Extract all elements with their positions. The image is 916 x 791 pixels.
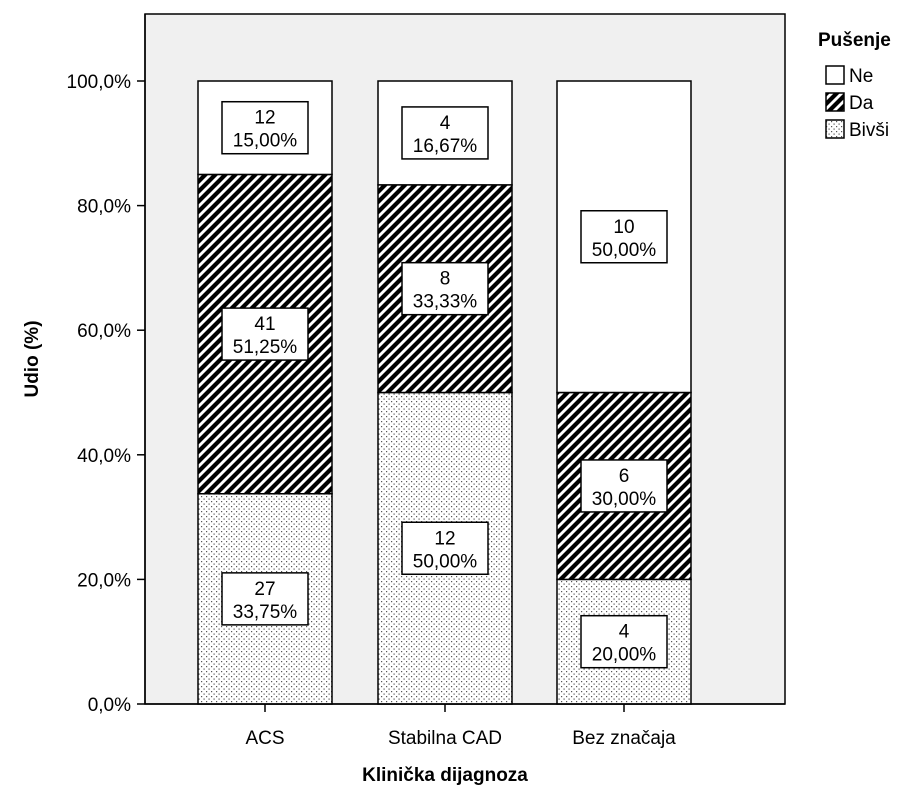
x-tick-label: Stabilna CAD: [388, 728, 502, 749]
data-label-frame: [401, 106, 489, 160]
legend-swatch: [825, 92, 845, 112]
data-label-count: 6: [619, 466, 630, 487]
data-label-frame: [580, 210, 668, 264]
legend-item: Bivši: [825, 119, 889, 141]
data-label-percent: 50,00%: [413, 551, 478, 572]
legend-item: Ne: [825, 65, 873, 87]
data-label-box: 630,00%: [580, 459, 668, 513]
data-label-percent: 33,33%: [413, 292, 478, 313]
y-tick-label: 40,0%: [77, 446, 131, 467]
data-label-percent: 51,25%: [233, 337, 298, 358]
y-tick-label: 80,0%: [77, 197, 131, 218]
data-label-count: 4: [440, 113, 451, 134]
x-tick-label: Bez značaja: [572, 728, 676, 749]
data-label-count: 8: [440, 269, 451, 290]
data-label-percent: 20,00%: [592, 645, 657, 666]
data-label-percent: 16,67%: [413, 136, 478, 157]
data-label-frame: [580, 614, 668, 669]
data-label-percent: 50,00%: [592, 240, 657, 261]
data-labels: 2733,75%4151,25%1215,00%1250,00%833,33%4…: [221, 100, 668, 669]
legend-swatch: [825, 65, 845, 85]
legend: Pušenje Ne Da Bivši: [818, 30, 891, 141]
data-label-count: 27: [254, 579, 275, 600]
data-label-count: 12: [434, 528, 455, 549]
data-label-frame: [221, 307, 309, 361]
y-tick-label: 0,0%: [88, 695, 131, 716]
data-label-box: 420,00%: [580, 614, 668, 669]
legend-swatch: [825, 119, 845, 139]
x-axis-title: Klinička dijagnoza: [362, 765, 528, 786]
legend-item: Da: [825, 92, 874, 114]
data-label-box: 416,67%: [401, 106, 489, 160]
legend-title: Pušenje: [818, 30, 891, 51]
data-label-count: 4: [619, 622, 630, 643]
y-axis-title: Udio (%): [22, 320, 43, 397]
x-tick-label: ACS: [245, 728, 284, 749]
legend-label: Ne: [849, 66, 873, 87]
data-label-box: 833,33%: [401, 261, 489, 316]
data-label-count: 41: [254, 314, 275, 335]
y-tick-label: 100,0%: [67, 72, 132, 93]
data-label-frame: [221, 572, 309, 626]
y-tick-label: 60,0%: [77, 321, 131, 342]
data-label-percent: 15,00%: [233, 131, 298, 152]
data-label-frame: [221, 100, 309, 155]
data-label-count: 12: [254, 108, 275, 129]
y-axis: 0,0% 20,0% 40,0% 60,0% 80,0% 100,0%: [67, 14, 146, 716]
legend-label: Da: [849, 93, 874, 114]
legend-label: Bivši: [849, 120, 889, 141]
y-tick-label: 20,0%: [77, 570, 131, 591]
data-label-frame: [580, 459, 668, 513]
data-label-percent: 33,75%: [233, 602, 298, 623]
data-label-percent: 30,00%: [592, 489, 657, 510]
data-label-count: 10: [613, 217, 634, 238]
data-label-frame: [401, 261, 489, 316]
x-axis: ACS Stabilna CAD Bez značaja: [145, 703, 785, 749]
data-label-frame: [401, 521, 489, 575]
